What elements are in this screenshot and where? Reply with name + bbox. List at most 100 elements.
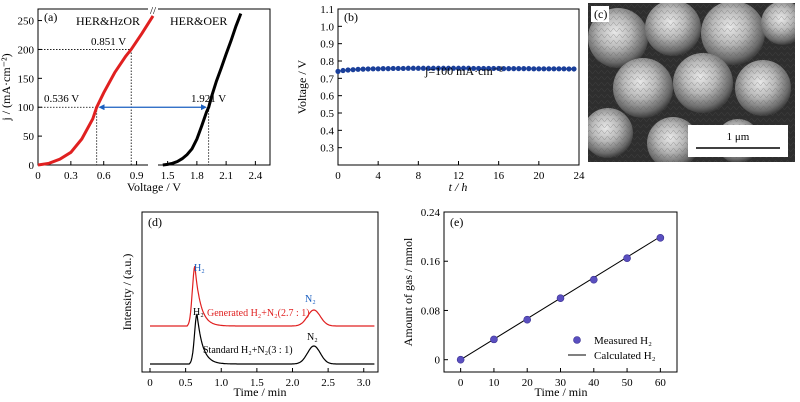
x-tick-label: 0.6 <box>97 170 111 182</box>
data-point <box>491 65 497 72</box>
data-point <box>470 65 477 72</box>
data-point <box>623 254 631 262</box>
x-tick-label: 0 <box>458 377 464 389</box>
sem-image-panel: 1 μm (c) <box>588 3 795 162</box>
data-point <box>365 66 371 72</box>
legend-measured-marker <box>573 336 581 344</box>
panel-e-points <box>456 234 665 364</box>
data-point <box>345 67 351 73</box>
data-point <box>456 355 465 364</box>
y-tick-label: 0.7 <box>320 73 334 85</box>
data-point <box>395 65 401 72</box>
data-point <box>355 66 361 72</box>
sem-spheres <box>588 3 795 162</box>
y-tick-label: 0.5 <box>320 108 334 120</box>
y-tick-label: 100 <box>18 102 35 114</box>
panel-d-label: (d) <box>148 215 162 229</box>
y-tick-label: 1.1 <box>320 4 334 16</box>
x-tick-label: 12 <box>453 170 464 182</box>
x-tick-label: 1.5 <box>161 170 175 182</box>
y-tick-label: 0.16 <box>421 256 441 268</box>
panel-b-annotation: j=100 mA·cm⁻² <box>424 64 503 78</box>
data-point <box>415 65 421 71</box>
x-tick-label: 60 <box>655 377 667 389</box>
series-label-her-hzor: HER&HzOR <box>76 14 140 28</box>
data-point <box>490 335 498 344</box>
data-point <box>556 294 565 302</box>
data-point <box>516 66 522 72</box>
series-label-her-oer: HER&OER <box>170 14 227 28</box>
panel-b-x-ticks: 0 4 8 12 16 20 24 <box>335 161 585 182</box>
panel-b-y-ticks: 0.3 0.4 0.5 0.6 0.7 0.8 0.9 1.0 1.1 <box>320 4 342 155</box>
y-tick-label: 250 <box>18 16 35 28</box>
panel-a-label: (a) <box>44 10 57 24</box>
panel-b-label: (b) <box>344 10 358 24</box>
x-tick-label: 0.9 <box>130 170 144 182</box>
annotation-0851: 0.851 V <box>91 36 126 48</box>
data-point <box>400 65 406 72</box>
x-tick-label: 20 <box>522 377 534 389</box>
data-point <box>521 66 527 72</box>
panel-d-xlabel: Time / min <box>234 385 287 399</box>
x-tick-label: 1.8 <box>190 170 204 182</box>
scale-bar-box <box>688 125 788 157</box>
x-tick-label: 1.0 <box>214 377 228 389</box>
data-point <box>425 65 431 71</box>
scale-bar-label: 1 μm <box>727 131 750 143</box>
panel-b-points <box>335 65 577 74</box>
data-point <box>481 65 487 72</box>
data-point <box>370 66 376 72</box>
peak-label-n2-bottom: N₂ <box>307 332 318 343</box>
x-tick-label: 24 <box>574 170 586 182</box>
y-tick-label: 0.4 <box>320 125 334 137</box>
data-point <box>656 234 665 242</box>
data-point <box>435 65 442 71</box>
panel-d: (d) 0 0.5 1.0 1.5 2.0 2.5 3.0 H₂ N₂ H₂ N₂ Gene… <box>120 211 379 399</box>
data-point <box>410 65 416 71</box>
panel-e-ylabel: Amount of gas / mmol <box>401 237 415 346</box>
panel-a-y-ticks: 0 50 100 150 200 250 <box>18 16 42 172</box>
panel-a: // (a) 0 50 100 150 200 250 0 0.3 0.6 0.9 1.5 1.8 2… <box>0 3 271 194</box>
data-point <box>589 275 598 284</box>
peak-label-n2-top: N₂ <box>305 294 316 305</box>
y-tick-label: 0 <box>435 355 441 367</box>
y-tick-label: 0.8 <box>320 56 334 68</box>
series-label-generated: Generated H₂+N₂(2.7 : 1) <box>207 308 310 319</box>
panel-a-break-mask <box>148 3 158 15</box>
y-tick-label: 150 <box>18 73 35 85</box>
legend-calculated-label: Calculated H₂ <box>594 350 656 362</box>
series-standard-line <box>150 313 375 365</box>
data-point <box>486 65 492 72</box>
y-tick-label: 1.0 <box>320 21 334 33</box>
data-point <box>450 65 457 71</box>
data-point <box>561 66 567 72</box>
sem-micrograph: 1 μm <box>588 3 795 162</box>
peak-label-h2-top: H₂ <box>194 263 205 274</box>
y-tick-label: 0.24 <box>421 207 441 219</box>
data-point <box>455 65 462 71</box>
y-tick-label: 0.9 <box>320 39 334 51</box>
series-her-oer-line <box>162 13 243 167</box>
data-point <box>556 66 562 72</box>
data-point <box>475 65 482 72</box>
series-label-standard: Standard H₂+N₂(3 : 1) <box>203 345 293 356</box>
x-tick-label: 4 <box>375 170 381 182</box>
y-tick-label: 0.08 <box>421 305 441 317</box>
x-tick-label: 10 <box>488 377 500 389</box>
data-point <box>526 66 532 72</box>
data-point <box>420 65 426 71</box>
x-tick-label: 2.1 <box>219 170 233 182</box>
panel-e: (e) 0 0.08 0.16 0.24 0 10 20 30 40 50 60 Measured… <box>401 207 678 399</box>
y-tick-label: 50 <box>23 131 35 143</box>
panel-d-frame <box>141 211 379 373</box>
panel-b-ylabel: Voltage / V <box>295 60 309 115</box>
panel-a-break-mask-bottom <box>148 159 158 171</box>
data-point <box>405 65 411 71</box>
x-tick-label: 0 <box>35 170 41 182</box>
panel-e-label: (e) <box>450 215 463 229</box>
x-tick-label: 8 <box>416 170 422 182</box>
data-point <box>335 68 341 74</box>
data-point <box>465 65 472 71</box>
data-point <box>460 65 467 71</box>
data-point <box>511 66 517 72</box>
